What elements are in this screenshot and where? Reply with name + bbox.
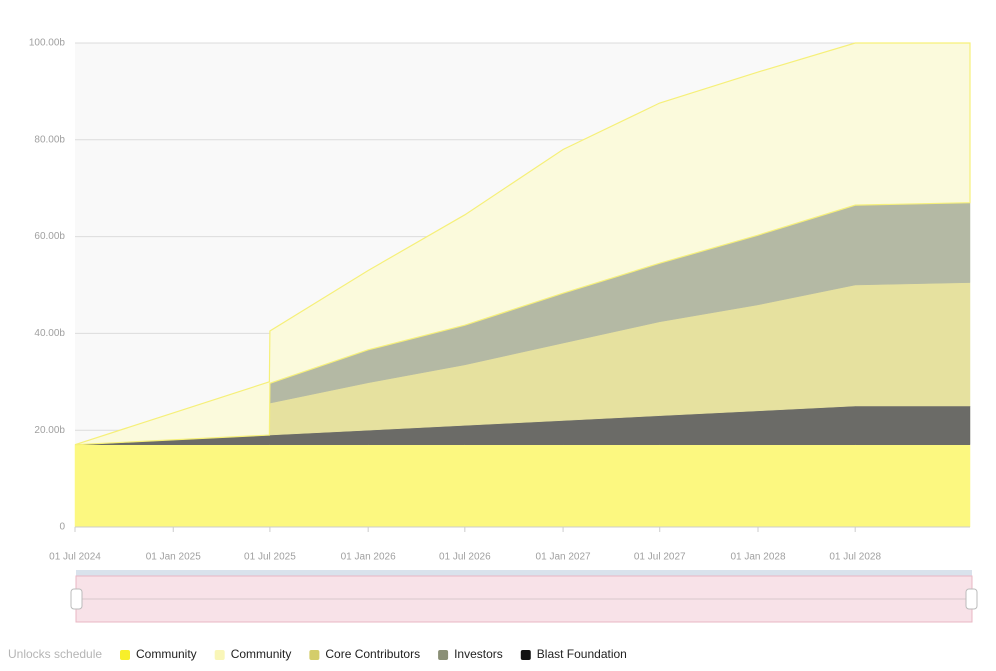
legend-swatch — [120, 650, 130, 660]
legend-label: Community — [231, 647, 292, 661]
navigator-handle-right[interactable] — [965, 588, 978, 610]
navigator-scrollbar[interactable] — [76, 570, 972, 576]
legend-item[interactable]: Blast Foundation — [520, 647, 627, 661]
legend-swatch — [309, 650, 320, 660]
legend-label: Investors — [454, 647, 503, 661]
y-tick-label: 0 — [59, 522, 65, 533]
x-tick-label: 01 Jul 2025 — [244, 552, 296, 563]
area — [74, 42, 971, 446]
x-tick-label: 01 Jul 2024 — [49, 552, 101, 563]
y-tick-label: 20.00b — [34, 425, 65, 436]
legend-item[interactable]: Core Contributors — [309, 647, 420, 661]
legend-item[interactable]: Investors — [438, 647, 503, 661]
x-tick-label: 01 Jul 2028 — [829, 552, 881, 563]
areas — [74, 42, 971, 528]
legend-label: Community — [136, 647, 197, 661]
axes: 0 20.00b 40.00b 60.00b 80.00b 100.00b 01 Jul 2… — [29, 38, 970, 563]
y-tick-label: 40.00b — [34, 328, 65, 339]
x-tick-label: 01 Jul 2026 — [439, 552, 491, 563]
legend-swatch — [438, 650, 449, 660]
legend-item[interactable]: Community — [120, 647, 197, 661]
legend-title: Unlocks schedule — [8, 647, 102, 661]
legend-item[interactable]: Community — [214, 647, 292, 661]
navigator[interactable] — [70, 570, 978, 623]
legend-label: Core Contributors — [325, 647, 420, 661]
y-tick-label: 80.00b — [34, 134, 65, 145]
x-tick-label: 01 Jan 2026 — [341, 552, 396, 563]
x-tick-label: 01 Jan 2025 — [146, 552, 201, 563]
x-tick-label: 01 Jan 2028 — [730, 552, 785, 563]
x-tick-label: 01 Jul 2027 — [634, 552, 686, 563]
legend-label: Blast Foundation — [537, 647, 627, 661]
y-tick-label: 60.00b — [34, 231, 65, 242]
area — [74, 444, 971, 528]
legend: Community Community Core Contributors Inves… — [120, 647, 627, 661]
navigator-handle-left[interactable] — [70, 588, 83, 610]
y-tick-label: 100.00b — [29, 38, 66, 49]
legend-swatch — [214, 650, 225, 660]
legend-swatch — [520, 650, 531, 660]
x-tick-label: 01 Jan 2027 — [536, 552, 591, 563]
